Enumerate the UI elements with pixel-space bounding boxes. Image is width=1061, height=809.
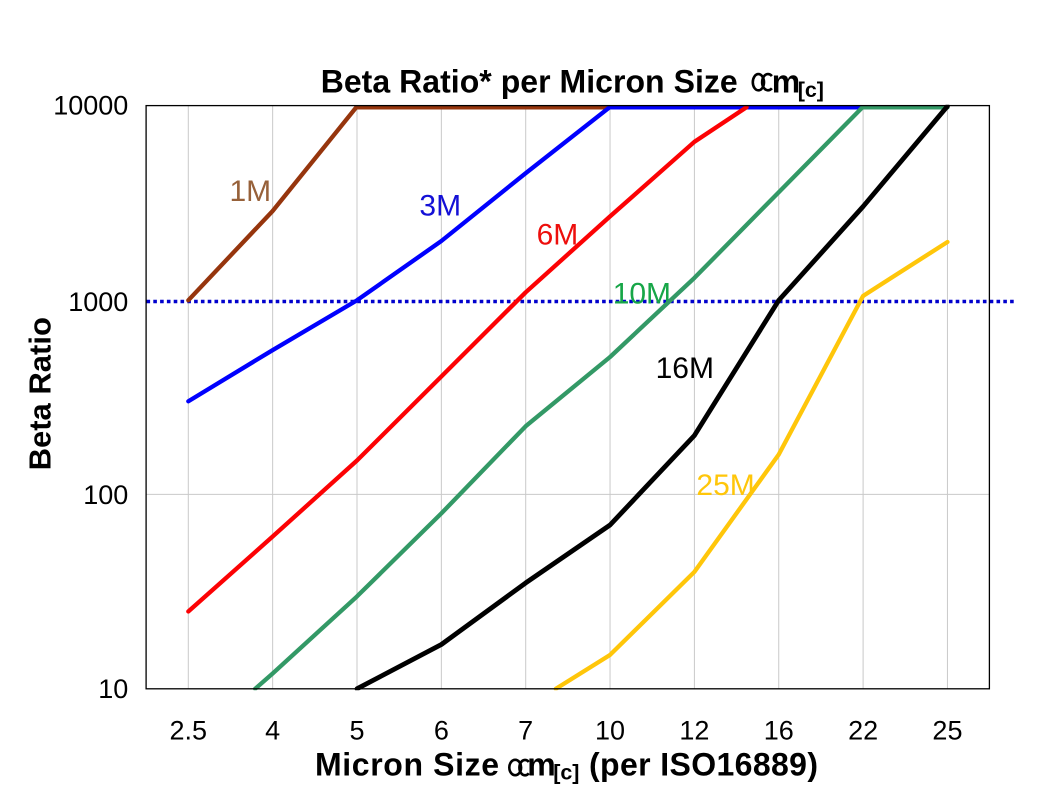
svg-text:2.5: 2.5 [170, 715, 208, 745]
svg-text:22: 22 [848, 715, 878, 745]
svg-text:25M: 25M [696, 469, 754, 502]
svg-text:Beta Ratio: Beta Ratio [23, 317, 58, 470]
svg-text:3M: 3M [419, 190, 461, 223]
svg-text:Micron Size: Micron Size [315, 747, 499, 783]
svg-text:6M: 6M [537, 219, 579, 252]
svg-text:6: 6 [434, 715, 449, 745]
svg-text:10M: 10M [613, 277, 671, 310]
svg-text:[c]: [c] [553, 761, 579, 785]
svg-text:1M: 1M [230, 175, 272, 208]
svg-text:m: m [527, 747, 555, 783]
svg-text:25: 25 [932, 715, 962, 745]
svg-text:10: 10 [98, 674, 128, 704]
svg-text:(per ISO16889): (per ISO16889) [589, 747, 818, 783]
svg-text:5: 5 [349, 715, 364, 745]
svg-text:4: 4 [265, 715, 280, 745]
svg-text:1000: 1000 [68, 287, 128, 317]
svg-text:10: 10 [595, 715, 625, 745]
svg-text:[c]: [c] [798, 78, 824, 102]
svg-text:16M: 16M [656, 352, 714, 385]
svg-text:100: 100 [83, 480, 128, 510]
svg-text:10000: 10000 [53, 91, 128, 121]
svg-text:16: 16 [764, 715, 794, 745]
svg-text:12: 12 [679, 715, 709, 745]
svg-text:Beta Ratio* per Micron Size: Beta Ratio* per Micron Size [321, 63, 738, 99]
svg-text:7: 7 [518, 715, 533, 745]
svg-text:m: m [772, 63, 800, 99]
